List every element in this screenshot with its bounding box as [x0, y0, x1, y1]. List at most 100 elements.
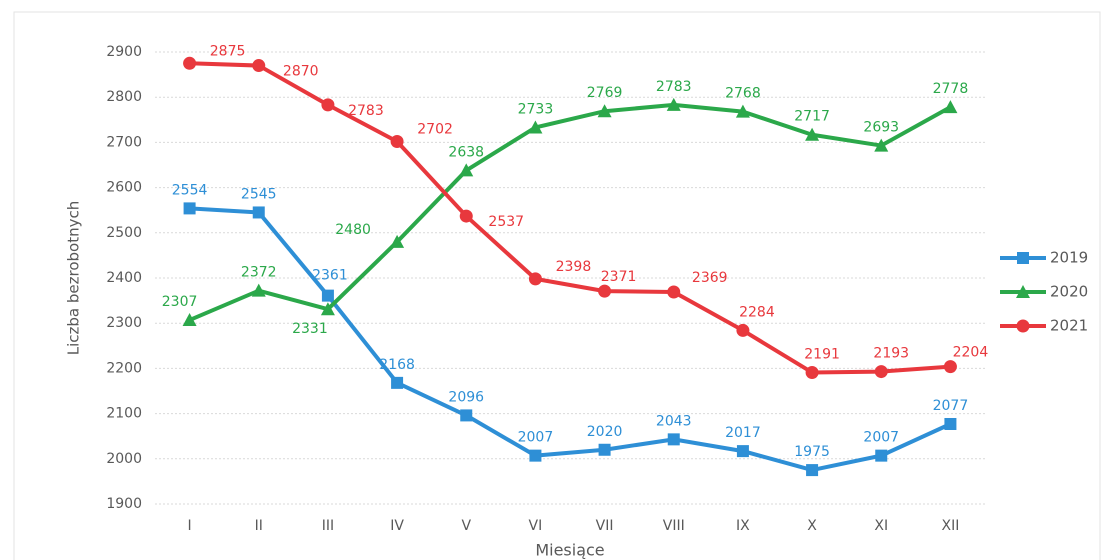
data-label: 2768	[725, 86, 761, 102]
marker	[805, 127, 820, 141]
marker	[321, 98, 335, 112]
data-label: 2783	[656, 79, 692, 95]
legend-label: 2021	[1050, 317, 1088, 335]
marker	[598, 443, 611, 456]
data-label: 2783	[348, 103, 384, 119]
x-tick-label: XII	[941, 518, 959, 534]
data-label: 2193	[873, 346, 909, 362]
data-label: 2693	[863, 120, 899, 136]
data-label: 2017	[725, 425, 761, 441]
x-tick-label: X	[807, 518, 817, 534]
data-label: 2077	[933, 398, 969, 414]
chart-frame	[13, 11, 1101, 560]
y-axis-label: Liczba bezrobotnych	[65, 201, 83, 355]
marker	[805, 365, 819, 379]
legend-marker	[1016, 285, 1030, 298]
marker	[943, 360, 957, 374]
marker	[598, 284, 612, 298]
legend-marker	[1016, 319, 1030, 333]
data-label: 2480	[335, 222, 371, 238]
data-label: 2191	[804, 346, 840, 362]
y-tick-label: 2000	[106, 451, 142, 467]
data-label: 2096	[448, 389, 484, 405]
y-tick-label: 2500	[106, 225, 142, 241]
marker	[597, 104, 612, 118]
marker	[735, 104, 750, 118]
marker	[320, 302, 335, 316]
data-label: 2284	[739, 304, 775, 320]
x-tick-label: IX	[736, 518, 750, 534]
marker	[944, 417, 957, 430]
y-tick-label: 2100	[106, 406, 142, 422]
data-label: 2361	[312, 268, 348, 284]
x-tick-label: II	[255, 518, 263, 534]
data-label: 2554	[172, 182, 208, 198]
marker	[390, 134, 404, 148]
data-label: 2043	[656, 413, 692, 429]
data-label: 2168	[379, 357, 415, 373]
legend-label: 2020	[1050, 283, 1088, 301]
marker	[874, 138, 889, 152]
marker	[806, 464, 819, 477]
y-tick-label: 2600	[106, 180, 142, 196]
data-label: 2537	[488, 214, 524, 230]
data-label: 2331	[292, 321, 328, 337]
marker	[459, 163, 474, 177]
marker	[736, 323, 750, 337]
x-tick-label: VI	[529, 518, 543, 534]
y-tick-label: 2200	[106, 360, 142, 376]
series-line	[189, 206, 952, 473]
marker	[667, 433, 680, 446]
marker	[736, 445, 749, 458]
marker	[943, 100, 958, 114]
legend-marker	[1017, 252, 1029, 264]
data-label: 2733	[518, 101, 554, 117]
marker	[183, 56, 197, 70]
data-label: 2371	[601, 269, 637, 285]
data-label: 2372	[241, 265, 277, 281]
data-label: 2204	[953, 345, 989, 361]
x-tick-label: VII	[596, 518, 614, 534]
marker	[321, 289, 334, 302]
marker	[666, 97, 681, 111]
marker	[528, 272, 542, 286]
marker	[459, 209, 473, 223]
x-tick-label: VIII	[663, 518, 685, 534]
data-label: 2307	[162, 294, 198, 310]
y-tick-label: 1900	[106, 496, 142, 512]
x-tick-label: V	[461, 518, 471, 534]
marker	[529, 449, 542, 462]
legend-label: 2019	[1050, 249, 1088, 267]
y-tick-label: 2300	[106, 315, 142, 331]
data-label: 2702	[417, 121, 453, 137]
data-label: 2778	[933, 81, 969, 97]
marker	[252, 206, 265, 219]
marker	[390, 234, 405, 248]
marker	[875, 449, 888, 462]
marker	[252, 59, 266, 73]
marker	[874, 365, 888, 379]
data-label: 2020	[587, 424, 623, 440]
x-axis-label: Miesiące	[535, 541, 604, 560]
series-line	[188, 102, 952, 322]
data-label: 2007	[863, 430, 899, 446]
x-tick-label: III	[322, 518, 334, 534]
x-tick-label: XI	[874, 518, 888, 534]
series-line	[189, 61, 951, 375]
data-label: 2769	[587, 85, 623, 101]
data-label: 2398	[556, 259, 592, 275]
data-label: 2717	[794, 109, 830, 125]
marker	[391, 376, 404, 389]
y-tick-label: 2400	[106, 270, 142, 286]
data-label: 2638	[448, 144, 484, 160]
marker	[183, 202, 196, 215]
x-tick-label: IV	[390, 518, 404, 534]
marker	[460, 409, 473, 422]
data-label: 1975	[794, 444, 830, 460]
x-tick-label: I	[188, 518, 192, 534]
data-label: 2007	[518, 430, 554, 446]
marker	[528, 120, 543, 134]
data-label: 2870	[283, 64, 319, 80]
